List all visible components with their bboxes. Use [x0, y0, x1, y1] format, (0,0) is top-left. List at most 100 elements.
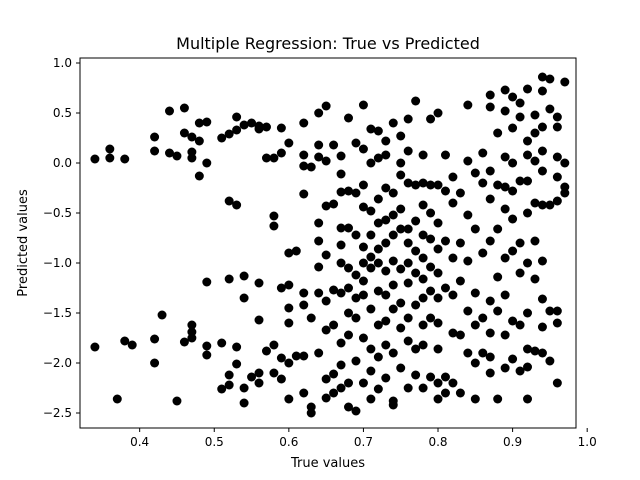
data-point — [515, 320, 525, 330]
data-point — [552, 172, 562, 182]
data-point — [358, 258, 368, 268]
data-point — [254, 378, 264, 388]
data-point — [381, 266, 391, 276]
data-point — [463, 306, 473, 316]
data-point — [358, 333, 368, 343]
data-point — [261, 346, 271, 356]
data-point — [336, 169, 346, 179]
data-point — [336, 338, 346, 348]
data-point — [426, 286, 436, 296]
data-point — [426, 234, 436, 244]
data-point — [523, 394, 533, 404]
data-point — [314, 218, 324, 228]
x-tick-label: 1.0 — [578, 435, 597, 449]
data-point — [463, 156, 473, 166]
data-point — [373, 194, 383, 204]
data-point — [426, 208, 436, 218]
data-point — [485, 328, 495, 338]
data-point — [403, 146, 413, 156]
data-point — [351, 188, 361, 198]
x-tick-label: 0.8 — [428, 435, 447, 449]
data-point — [306, 162, 316, 172]
data-point — [433, 394, 443, 404]
data-point — [485, 296, 495, 306]
data-point — [261, 122, 271, 132]
data-point — [217, 384, 227, 394]
data-point — [127, 340, 137, 350]
data-point — [552, 122, 562, 132]
data-point — [254, 315, 264, 325]
data-point — [418, 200, 428, 210]
data-point — [269, 211, 279, 221]
data-point — [366, 394, 376, 404]
data-point — [523, 136, 533, 146]
data-point — [463, 256, 473, 266]
data-point — [276, 374, 286, 384]
data-point — [224, 196, 234, 206]
data-point — [358, 144, 368, 154]
data-point — [388, 210, 398, 220]
data-point — [224, 370, 234, 380]
data-point — [455, 388, 465, 398]
data-point — [358, 180, 368, 190]
data-point — [381, 215, 391, 225]
data-point — [433, 293, 443, 303]
data-point — [179, 103, 189, 113]
data-point — [373, 384, 383, 394]
data-point — [463, 210, 473, 220]
data-point — [523, 150, 533, 160]
data-point — [537, 122, 547, 132]
data-point — [373, 244, 383, 254]
data-point — [351, 313, 361, 323]
x-axis-ticks: 0.4 0.5 0.6 0.7 0.8 0.9 1.0 — [130, 428, 597, 449]
data-point — [269, 221, 279, 231]
data-point — [165, 106, 174, 116]
data-point — [396, 204, 406, 214]
data-point — [194, 136, 204, 146]
data-point — [112, 394, 122, 404]
data-point — [314, 288, 324, 298]
data-point — [523, 84, 533, 94]
data-point — [537, 348, 547, 358]
data-point — [418, 274, 428, 284]
data-point — [381, 238, 391, 248]
data-point — [485, 236, 495, 246]
data-point — [269, 153, 279, 163]
data-point — [344, 223, 354, 233]
data-point — [329, 140, 339, 150]
data-point — [366, 230, 376, 240]
data-point — [515, 238, 525, 248]
data-point — [336, 151, 346, 161]
data-point — [440, 388, 450, 398]
data-point — [358, 100, 368, 110]
data-point — [396, 264, 406, 274]
data-point — [500, 330, 510, 340]
data-point — [440, 150, 450, 160]
data-point — [485, 166, 495, 176]
data-point — [396, 224, 406, 234]
x-tick-label: 0.6 — [279, 435, 298, 449]
data-point — [537, 72, 547, 82]
data-point — [500, 85, 510, 95]
plot-frame — [79, 57, 577, 429]
data-point — [388, 348, 398, 358]
data-point — [388, 280, 398, 290]
data-point — [373, 352, 383, 362]
data-point — [537, 322, 547, 332]
data-point — [187, 333, 197, 343]
data-point — [351, 406, 361, 416]
data-point — [202, 341, 212, 351]
data-point — [426, 114, 436, 124]
data-point — [463, 348, 473, 358]
data-point — [433, 218, 443, 228]
data-point — [470, 288, 480, 298]
data-point — [150, 146, 160, 156]
x-tick-label: 0.5 — [205, 435, 224, 449]
data-point — [448, 378, 458, 388]
data-point — [552, 378, 562, 388]
data-point — [329, 369, 339, 379]
data-point — [448, 290, 458, 300]
data-point — [232, 200, 242, 210]
data-point — [299, 161, 309, 171]
data-point — [500, 152, 510, 162]
